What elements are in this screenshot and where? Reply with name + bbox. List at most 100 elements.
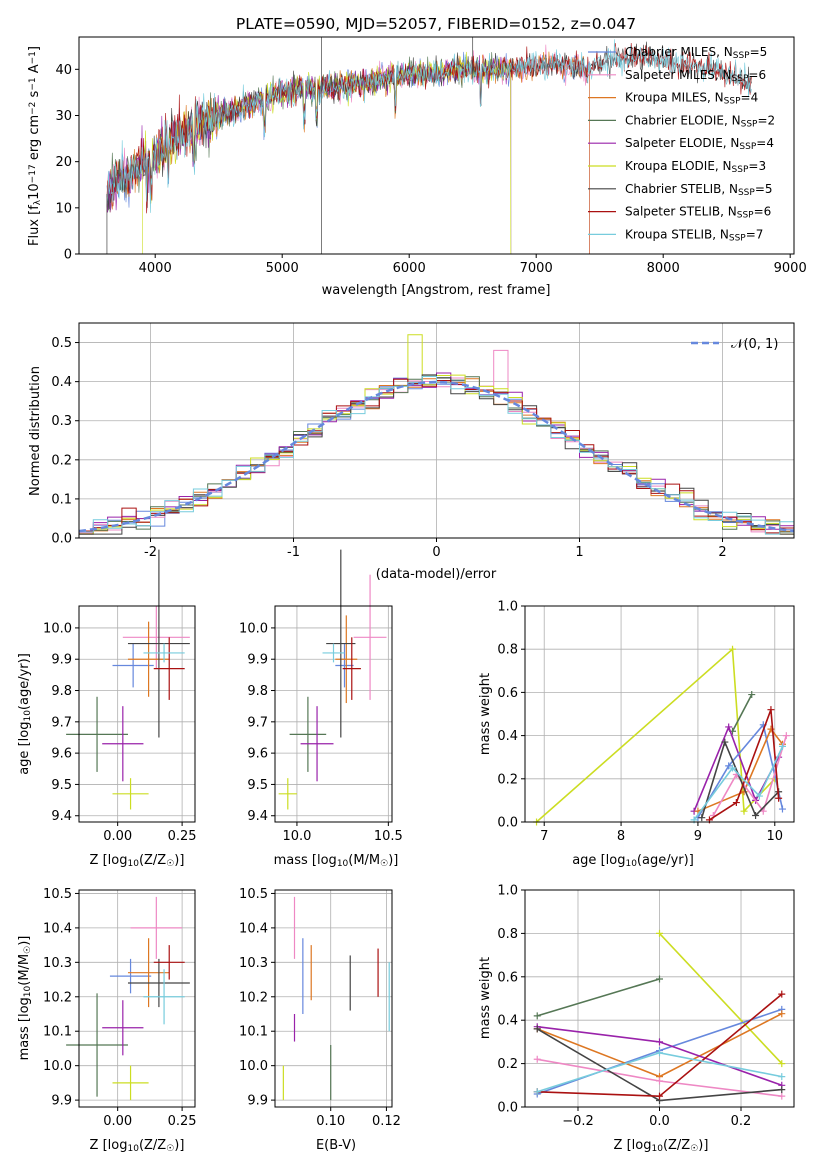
- legend-label: Salpeter MILES, NSSP=6: [625, 68, 766, 84]
- axes-frame: [78, 605, 196, 823]
- axes-mass-weight-vs-Z: −0.2 0.0 0.2 0.0 0.2 0.4 0.6 0.8 1.0 mass weight Z…: [478, 884, 795, 1154]
- x-tick-label: −0.2: [562, 1114, 594, 1129]
- y-tick-label: 1.0: [497, 884, 518, 899]
- x-tick-label: 1: [575, 545, 583, 560]
- weight-marker: [778, 990, 786, 998]
- x-tick-label: 0.10: [316, 1114, 345, 1129]
- legend-label: Kroupa ELODIE, NSSP=3: [625, 159, 766, 175]
- x-axis-label: mass [log10(M/M☉)]: [274, 853, 399, 869]
- y-tick-label: 9.4: [247, 809, 268, 824]
- axis-frame: 0.00 0.25 9.4 9.5 9.6 9.7 9.8 9.9 10.0: [43, 605, 197, 844]
- axis-frame: 0.10 0.12 9.9 10.0 10.1 10.2 10.3 10.4 10.5: [239, 887, 401, 1129]
- y-tick-label: 9.8: [51, 684, 72, 699]
- legend-label: Kroupa MILES, NSSP=4: [625, 91, 758, 107]
- weight-marker: [533, 1012, 541, 1020]
- weight-marker: [778, 742, 786, 750]
- x-tick-label: 0.0: [649, 1114, 670, 1129]
- weight-marker: [740, 807, 748, 815]
- weight-marker: [732, 799, 740, 807]
- axes-frame: [524, 605, 795, 823]
- x-tick-label: 0.25: [168, 829, 197, 844]
- legend: 𝒩(0, 1): [691, 337, 778, 352]
- y-tick-label: 10.3: [43, 956, 72, 971]
- x-tick-label: 9000: [774, 261, 807, 276]
- y-tick-label: 0: [64, 248, 72, 263]
- y-tick-label: 9.7: [247, 715, 268, 730]
- y-tick-label: 0.3: [51, 414, 72, 429]
- x-axis-label: E(B-V): [316, 1138, 356, 1153]
- weight-marker: [656, 975, 663, 983]
- weight-marker: [533, 1088, 541, 1096]
- x-tick-label: 5000: [266, 261, 299, 276]
- x-tick-label: -1: [287, 545, 300, 560]
- weight-line: [536, 978, 660, 1017]
- spectrum-line: [106, 42, 752, 214]
- x-tick-label: 0.2: [731, 1114, 752, 1129]
- axis-frame: 4000 5000 6000 7000 8000 9000 0 10 20 30 40: [55, 36, 807, 276]
- plot-area: [66, 549, 190, 810]
- legend-label: 𝒩(0, 1): [731, 337, 778, 352]
- weight-line: [731, 694, 753, 732]
- weight-marker: [656, 1077, 663, 1085]
- y-tick-label: 10.0: [239, 621, 268, 636]
- y-tick-label: 0.2: [51, 453, 72, 468]
- y-tick-label: 0.2: [497, 772, 518, 787]
- weight-marker: [656, 1038, 663, 1046]
- y-tick-label: 10.2: [43, 990, 72, 1005]
- plot-area: [106, 37, 752, 255]
- weight-line: [709, 709, 780, 821]
- legend-label: Salpeter STELIB, NSSP=6: [625, 205, 771, 221]
- axis-frame: 0.00 0.25 9.9 10.0 10.1 10.2 10.3 10.4 10.5: [43, 887, 197, 1129]
- legend-label: Salpeter ELODIE, NSSP=4: [625, 136, 774, 152]
- y-tick-label: 9.5: [247, 778, 268, 793]
- weight-marker: [778, 1010, 786, 1018]
- legend: Chabrier MILES, NSSP=5 Salpeter MILES, NS…: [588, 45, 775, 244]
- y-tick-label: 9.6: [247, 747, 268, 762]
- weight-marker: [782, 732, 790, 740]
- x-tick-label: 8: [617, 829, 625, 844]
- y-tick-label: 9.6: [51, 747, 72, 762]
- axes-frame: [78, 889, 196, 1108]
- axes-mass-vs-Z: 0.00 0.25 9.9 10.0 10.1 10.2 10.3 10.4 10.5 Z [lo…: [17, 887, 197, 1154]
- axes-mass-weight-vs-age: 7 8 9 10 0.0 0.2 0.4 0.6 0.8 1.0 mass weight age [l…: [478, 600, 795, 869]
- x-axis-label: Z [log10(Z/Z☉)]: [90, 1138, 185, 1154]
- weight-marker: [656, 929, 663, 937]
- x-axis-label: Z [log10(Z/Z☉)]: [614, 1138, 709, 1154]
- spectrum-line: [106, 41, 752, 211]
- y-tick-label: 10.2: [239, 990, 268, 1005]
- y-tick-label: 0.5: [51, 336, 72, 351]
- weight-marker: [778, 1073, 786, 1081]
- y-axis-label: mass [log10(M/M☉)]: [17, 936, 33, 1061]
- axes-frame: [274, 605, 393, 823]
- x-tick-label: 0: [432, 545, 440, 560]
- x-tick-label: 7000: [520, 261, 553, 276]
- y-axis-label: Flux [fλ10−17 erg cm−2 s−1 A−1]: [27, 46, 43, 246]
- axes-mass-vs-ebv: 0.10 0.12 9.9 10.0 10.1 10.2 10.3 10.4 10.5 E(B-V…: [239, 887, 401, 1153]
- axes-age-vs-mass: 10.0 10.5 9.4 9.5 9.6 9.7 9.8 9.9 10.0 mass [log1…: [239, 549, 403, 869]
- weight-line: [712, 735, 788, 816]
- legend-label: Chabrier STELIB, NSSP=5: [625, 182, 773, 198]
- histogram-step: [79, 376, 794, 535]
- y-tick-label: 0.0: [497, 816, 518, 831]
- legend-label: Kroupa STELIB, NSSP=7: [625, 227, 763, 243]
- weight-marker: [729, 645, 737, 653]
- weight-line: [701, 739, 780, 818]
- y-tick-label: 10: [55, 201, 72, 216]
- x-tick-label: 2: [718, 545, 726, 560]
- plot-area: [278, 549, 387, 810]
- y-tick-label: 9.5: [51, 778, 72, 793]
- y-tick-label: 9.9: [247, 653, 268, 668]
- y-tick-label: 0.2: [497, 1057, 518, 1072]
- y-tick-label: 9.4: [51, 809, 72, 824]
- weight-marker: [778, 805, 786, 813]
- axis-frame: −0.2 0.0 0.2 0.0 0.2 0.4 0.6 0.8 1.0: [497, 884, 795, 1129]
- legend-label: Chabrier MILES, NSSP=5: [625, 45, 767, 61]
- y-tick-label: 1.0: [497, 600, 518, 615]
- chart-title: PLATE=0590, MJD=52057, FIBERID=0152, z=0…: [236, 15, 636, 33]
- normal-curve: [78, 380, 795, 533]
- y-tick-label: 0.4: [497, 729, 518, 744]
- axes-frame: [274, 889, 393, 1108]
- x-tick-label: 10: [767, 829, 784, 844]
- y-tick-label: 10.4: [43, 921, 72, 936]
- y-tick-label: 0.8: [497, 927, 518, 942]
